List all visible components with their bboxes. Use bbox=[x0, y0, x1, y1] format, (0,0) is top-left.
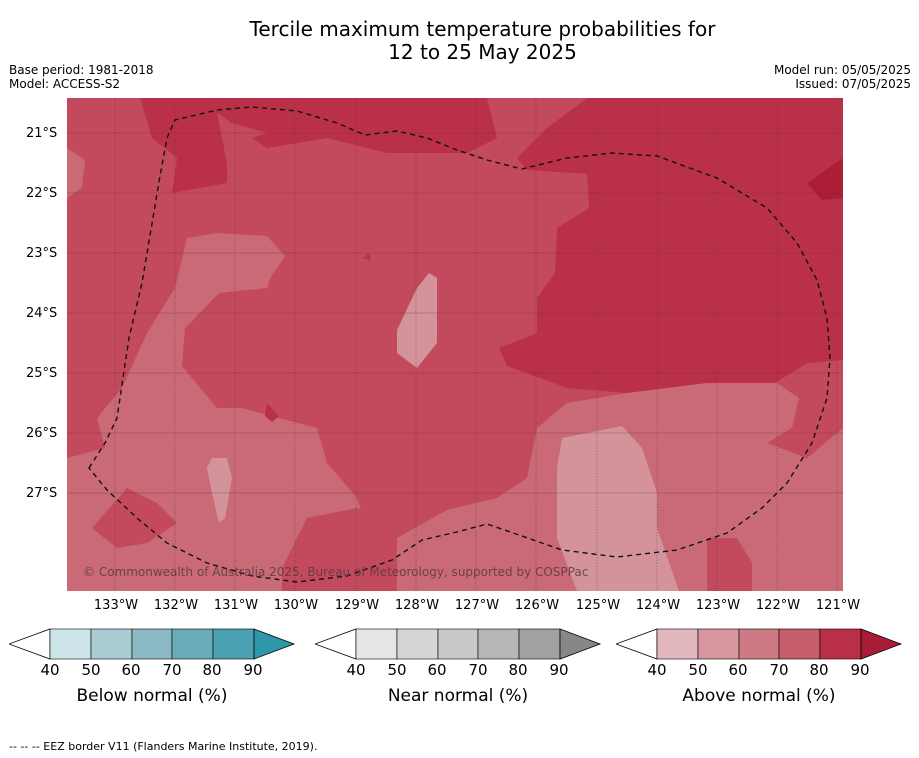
cbar-near-seg-4 bbox=[477, 628, 520, 660]
cbar-above-tick-70: 70 bbox=[769, 661, 789, 679]
cbar-below-seg-2 bbox=[90, 628, 133, 660]
cbar-below-lower-arrow bbox=[9, 628, 51, 660]
region-se-70-80 bbox=[707, 538, 752, 591]
cbar-below-seg-4 bbox=[171, 628, 214, 660]
cbar-near-seg-5 bbox=[518, 628, 561, 660]
probability-map bbox=[67, 98, 843, 591]
cbar-below-title: Below normal (%) bbox=[76, 686, 228, 706]
region-wc-60-70 bbox=[175, 233, 285, 328]
base-period: Base period: 1981-2018 bbox=[9, 63, 154, 77]
grid-lines bbox=[114, 98, 838, 591]
region-wc-50-60 bbox=[207, 458, 232, 523]
region-speck-80-90 bbox=[265, 403, 279, 422]
cbar-above-seg-2 bbox=[697, 628, 740, 660]
cbar-above-tick-80: 80 bbox=[809, 661, 829, 679]
model-name: Model: ACCESS-S2 bbox=[9, 77, 121, 91]
lon-label-121: 121°W bbox=[815, 598, 861, 613]
map-title: Tercile maximum temperature probabilitie… bbox=[0, 18, 919, 64]
lon-label-131: 131°W bbox=[213, 598, 259, 613]
cbar-near-seg-2 bbox=[396, 628, 439, 660]
cbar-near-tick-60: 60 bbox=[427, 661, 447, 679]
cbar-near-tick-80: 80 bbox=[508, 661, 528, 679]
model-run: Model run: 05/05/2025 bbox=[773, 63, 911, 77]
lat-label-25: 25°S bbox=[26, 366, 58, 381]
copyright-notice: © Commonwealth of Australia 2025, Bureau… bbox=[83, 565, 589, 579]
cbar-above-upper-arrow bbox=[860, 628, 903, 660]
cbar-above-tick-50: 50 bbox=[688, 661, 708, 679]
cbar-above-title: Above normal (%) bbox=[682, 686, 836, 706]
lat-label-27: 27°S bbox=[26, 486, 58, 501]
region-central-50-60 bbox=[397, 273, 437, 368]
lon-label-129: 129°W bbox=[334, 598, 380, 613]
cbar-below-tick-70: 70 bbox=[162, 661, 182, 679]
lat-label-21: 21°S bbox=[26, 126, 58, 141]
cbar-above-seg-3 bbox=[738, 628, 780, 660]
cbar-near-lower-arrow bbox=[315, 628, 357, 660]
lat-label-23: 23°S bbox=[26, 246, 58, 261]
lon-label-132: 132°W bbox=[153, 598, 199, 613]
region-east-90 bbox=[807, 158, 843, 200]
region-se-50-60 bbox=[557, 426, 679, 591]
cbar-near-upper-arrow bbox=[559, 628, 602, 660]
cbar-near-seg-1 bbox=[355, 628, 398, 660]
lon-label-133: 133°W bbox=[93, 598, 139, 613]
region-speck-80-90b bbox=[363, 253, 371, 261]
lon-label-127: 127°W bbox=[454, 598, 500, 613]
cbar-below-seg-1 bbox=[49, 628, 92, 660]
lat-label-24: 24°S bbox=[26, 306, 58, 321]
cbar-above-seg-5 bbox=[819, 628, 862, 660]
lon-label-130: 130°W bbox=[273, 598, 319, 613]
cbar-below-upper-arrow bbox=[253, 628, 296, 660]
cbar-above-seg-4 bbox=[778, 628, 821, 660]
lon-label-122: 122°W bbox=[755, 598, 801, 613]
cbar-near-tick-90: 90 bbox=[549, 661, 569, 679]
lat-label-26: 26°S bbox=[26, 426, 58, 441]
lon-label-124: 124°W bbox=[635, 598, 681, 613]
meta-left: Base period: 1981-2018 Model: ACCESS-S2 bbox=[9, 63, 154, 91]
issued-date: Issued: 07/05/2025 bbox=[795, 77, 911, 91]
cbar-below-tick-50: 50 bbox=[81, 661, 101, 679]
region-west-60-70 bbox=[67, 148, 85, 198]
cbar-below-tick-40: 40 bbox=[40, 661, 60, 679]
colorbar-above-normal bbox=[616, 628, 903, 660]
lat-label-22: 22°S bbox=[26, 186, 58, 201]
cbar-below-tick-80: 80 bbox=[202, 661, 222, 679]
lon-label-123: 123°W bbox=[695, 598, 741, 613]
meta-right: Model run: 05/05/2025 Issued: 07/05/2025 bbox=[774, 63, 911, 91]
cbar-near-title: Near normal (%) bbox=[387, 686, 529, 706]
cbar-near-tick-70: 70 bbox=[468, 661, 488, 679]
colorbar-near-normal bbox=[315, 628, 602, 660]
lat-grid bbox=[67, 132, 843, 494]
region-top-80-90 bbox=[140, 98, 497, 193]
lon-label-125: 125°W bbox=[575, 598, 621, 613]
lon-label-128: 128°W bbox=[394, 598, 440, 613]
colorbar-below-normal bbox=[9, 628, 296, 660]
cbar-below-seg-3 bbox=[131, 628, 173, 660]
eez-border bbox=[88, 106, 831, 583]
cbar-near-tick-50: 50 bbox=[387, 661, 407, 679]
cbar-above-lower-arrow bbox=[616, 628, 658, 660]
cbar-below-tick-60: 60 bbox=[121, 661, 141, 679]
lon-label-126: 126°W bbox=[514, 598, 560, 613]
region-s-70-80 bbox=[282, 508, 397, 591]
cbar-near-seg-3 bbox=[437, 628, 479, 660]
region-east-80-90 bbox=[499, 98, 843, 393]
title-line-2: 12 to 25 May 2025 bbox=[388, 40, 577, 64]
cbar-above-seg-1 bbox=[656, 628, 699, 660]
eez-legend-footer: -- -- -- EEZ border V11 (Flanders Marine… bbox=[9, 740, 318, 753]
title-line-1: Tercile maximum temperature probabilitie… bbox=[249, 17, 716, 41]
cbar-below-seg-5 bbox=[212, 628, 255, 660]
region-sw-70-80 bbox=[92, 488, 177, 548]
cbar-below-tick-90: 90 bbox=[243, 661, 263, 679]
cbar-above-tick-90: 90 bbox=[850, 661, 870, 679]
cbar-above-tick-60: 60 bbox=[728, 661, 748, 679]
cbar-above-tick-40: 40 bbox=[647, 661, 667, 679]
cbar-near-tick-40: 40 bbox=[346, 661, 366, 679]
